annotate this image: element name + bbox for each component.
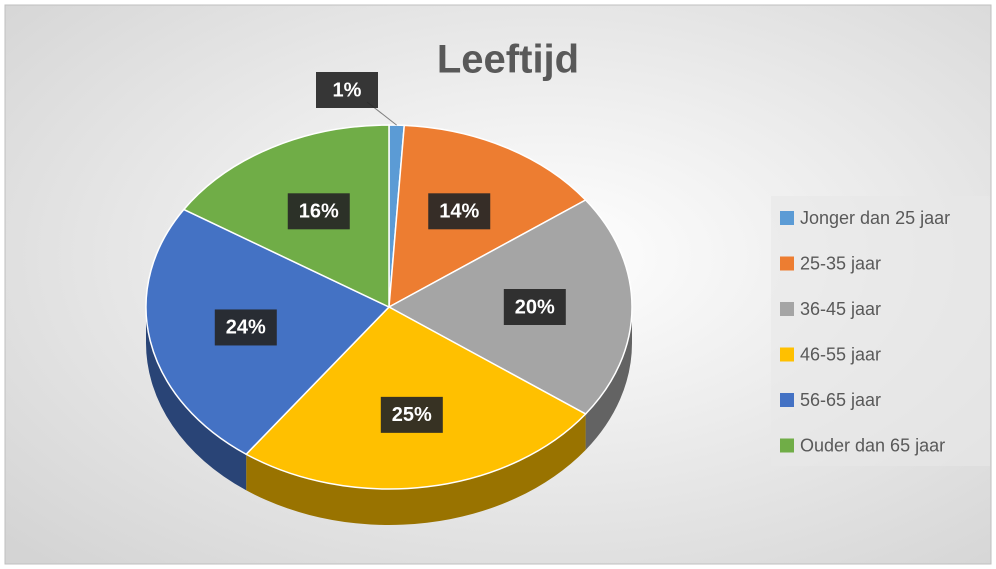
data-label: 14% (439, 201, 479, 223)
legend-swatch (780, 347, 794, 362)
slice-side (246, 413, 586, 525)
data-label: 16% (299, 201, 339, 223)
slice-side (146, 307, 247, 491)
legend-swatch (780, 256, 794, 271)
legend-label: Jonger dan 25 jaar (800, 208, 950, 228)
legend-label: 36-45 jaar (800, 299, 881, 319)
legend-box (771, 196, 990, 466)
data-label: 20% (515, 296, 555, 318)
legend-swatch (780, 438, 794, 453)
data-label-box (380, 396, 443, 433)
data-label-box (214, 309, 277, 346)
legend-label: 56-65 jaar (800, 390, 881, 410)
data-label: 1% (333, 79, 362, 101)
slice (182, 124, 390, 309)
legend-swatch (780, 393, 794, 407)
data-label: 25% (392, 404, 432, 426)
slice-side (585, 307, 632, 450)
data-label-box (428, 193, 491, 230)
legend-label: 46-55 jaar (800, 344, 881, 364)
legend-swatch (780, 211, 794, 225)
legend-label: 25-35 jaar (800, 253, 881, 273)
data-label-box (287, 193, 350, 230)
data-label-box (316, 72, 378, 108)
data-label-box (503, 289, 566, 325)
legend-swatch (780, 302, 794, 316)
legend-label: Ouder dan 65 jaar (800, 435, 945, 455)
data-label: 24% (226, 317, 266, 339)
chart-title: Leeftijd (437, 38, 579, 82)
